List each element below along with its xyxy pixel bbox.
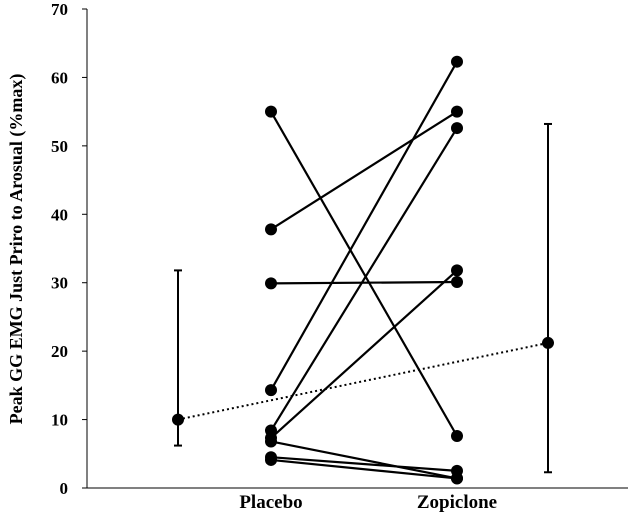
placebo-point bbox=[265, 105, 277, 118]
y-tick-label: 10 bbox=[51, 411, 68, 430]
subject-line bbox=[270, 111, 458, 437]
y-tick-label: 20 bbox=[51, 342, 68, 361]
y-tick-label: 70 bbox=[51, 0, 68, 19]
subject-line bbox=[270, 269, 458, 439]
category-labels: Placebo Zopiclone bbox=[239, 492, 497, 513]
zopiclone-point bbox=[451, 472, 463, 485]
y-tick-label: 30 bbox=[51, 274, 68, 293]
zopiclone-point bbox=[451, 55, 463, 68]
y-axis-title: Peak GG EMG Just Priro to Arosual (%max) bbox=[6, 74, 27, 425]
placebo-point bbox=[265, 277, 277, 290]
y-tick-label: 60 bbox=[51, 68, 68, 87]
subject-line bbox=[270, 61, 458, 391]
subject-line bbox=[270, 280, 458, 285]
zopiclone-point bbox=[451, 264, 463, 277]
subject-line bbox=[270, 456, 458, 472]
y-tick-label: 50 bbox=[51, 137, 68, 156]
zopiclone-point bbox=[451, 276, 463, 289]
category-label-zopiclone: Zopiclone bbox=[417, 492, 497, 513]
zopiclone-point bbox=[451, 429, 463, 442]
error-bars bbox=[172, 122, 554, 474]
subject-line bbox=[270, 110, 458, 231]
y-tick-label: 40 bbox=[51, 205, 68, 224]
subject-line bbox=[270, 440, 458, 480]
data-points bbox=[265, 55, 463, 485]
mean-point-zopiclone bbox=[542, 336, 554, 349]
category-label-placebo: Placebo bbox=[239, 492, 302, 513]
placebo-point bbox=[265, 384, 277, 397]
y-ticks: 0 10 20 30 40 50 60 70 bbox=[51, 0, 87, 498]
y-tick-label: 0 bbox=[60, 479, 69, 498]
placebo-point bbox=[265, 435, 277, 448]
placebo-point bbox=[265, 453, 277, 466]
subject-line bbox=[270, 458, 458, 480]
paired-lines bbox=[270, 61, 458, 480]
mean-point-placebo bbox=[172, 413, 184, 426]
zopiclone-point bbox=[451, 105, 463, 118]
placebo-point bbox=[265, 223, 277, 236]
zopiclone-point bbox=[451, 122, 463, 135]
subject-line bbox=[270, 127, 458, 432]
